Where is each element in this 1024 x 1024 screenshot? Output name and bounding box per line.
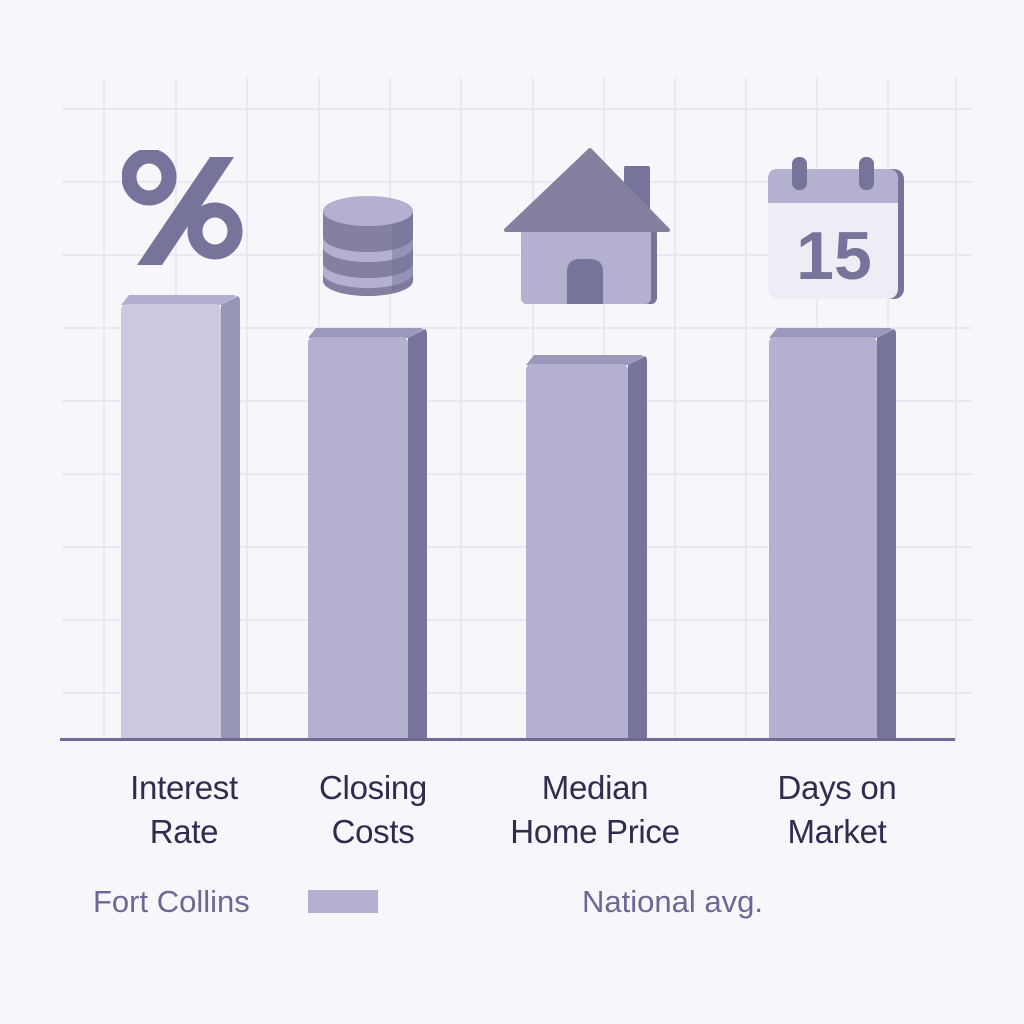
percent-icon <box>121 148 247 268</box>
gridline-horizontal <box>62 181 972 183</box>
category-label-closing-costs: Closing Costs <box>319 769 427 850</box>
bar-interest-rate <box>121 295 241 739</box>
category-label-median-home-price: Median Home Price <box>510 769 680 850</box>
gridline-horizontal <box>62 546 972 548</box>
svg-text:15: 15 <box>796 218 872 294</box>
gridline-horizontal <box>62 473 972 475</box>
gridline-vertical <box>103 78 105 740</box>
legend-label-fort-collins: Fort Collins <box>93 884 250 919</box>
gridline-horizontal <box>62 254 972 256</box>
gridline-vertical <box>955 78 957 740</box>
gridline-vertical <box>460 78 462 740</box>
gridline-vertical <box>674 78 676 740</box>
calendar-icon: 15 <box>768 157 908 302</box>
coin-stack-icon <box>322 193 414 297</box>
house-icon <box>504 148 670 306</box>
gridline-vertical <box>246 78 248 740</box>
legend-swatch-fort-collins <box>308 890 378 913</box>
category-label-days-on-market: Days on Market <box>777 769 897 850</box>
gridline-vertical <box>745 78 747 740</box>
gridline-horizontal <box>62 400 972 402</box>
x-axis-line <box>60 738 955 741</box>
legend-label-national-avg: National avg. <box>582 884 763 919</box>
category-label-interest-rate: Interest Rate <box>130 769 238 850</box>
bar-closing-costs <box>308 328 428 739</box>
gridline-horizontal <box>62 327 972 329</box>
bar-days-on-market <box>769 328 897 739</box>
gridline-horizontal <box>62 692 972 694</box>
bar-median-home-price <box>526 355 648 739</box>
gridline-horizontal <box>62 108 972 110</box>
gridline-horizontal <box>62 619 972 621</box>
